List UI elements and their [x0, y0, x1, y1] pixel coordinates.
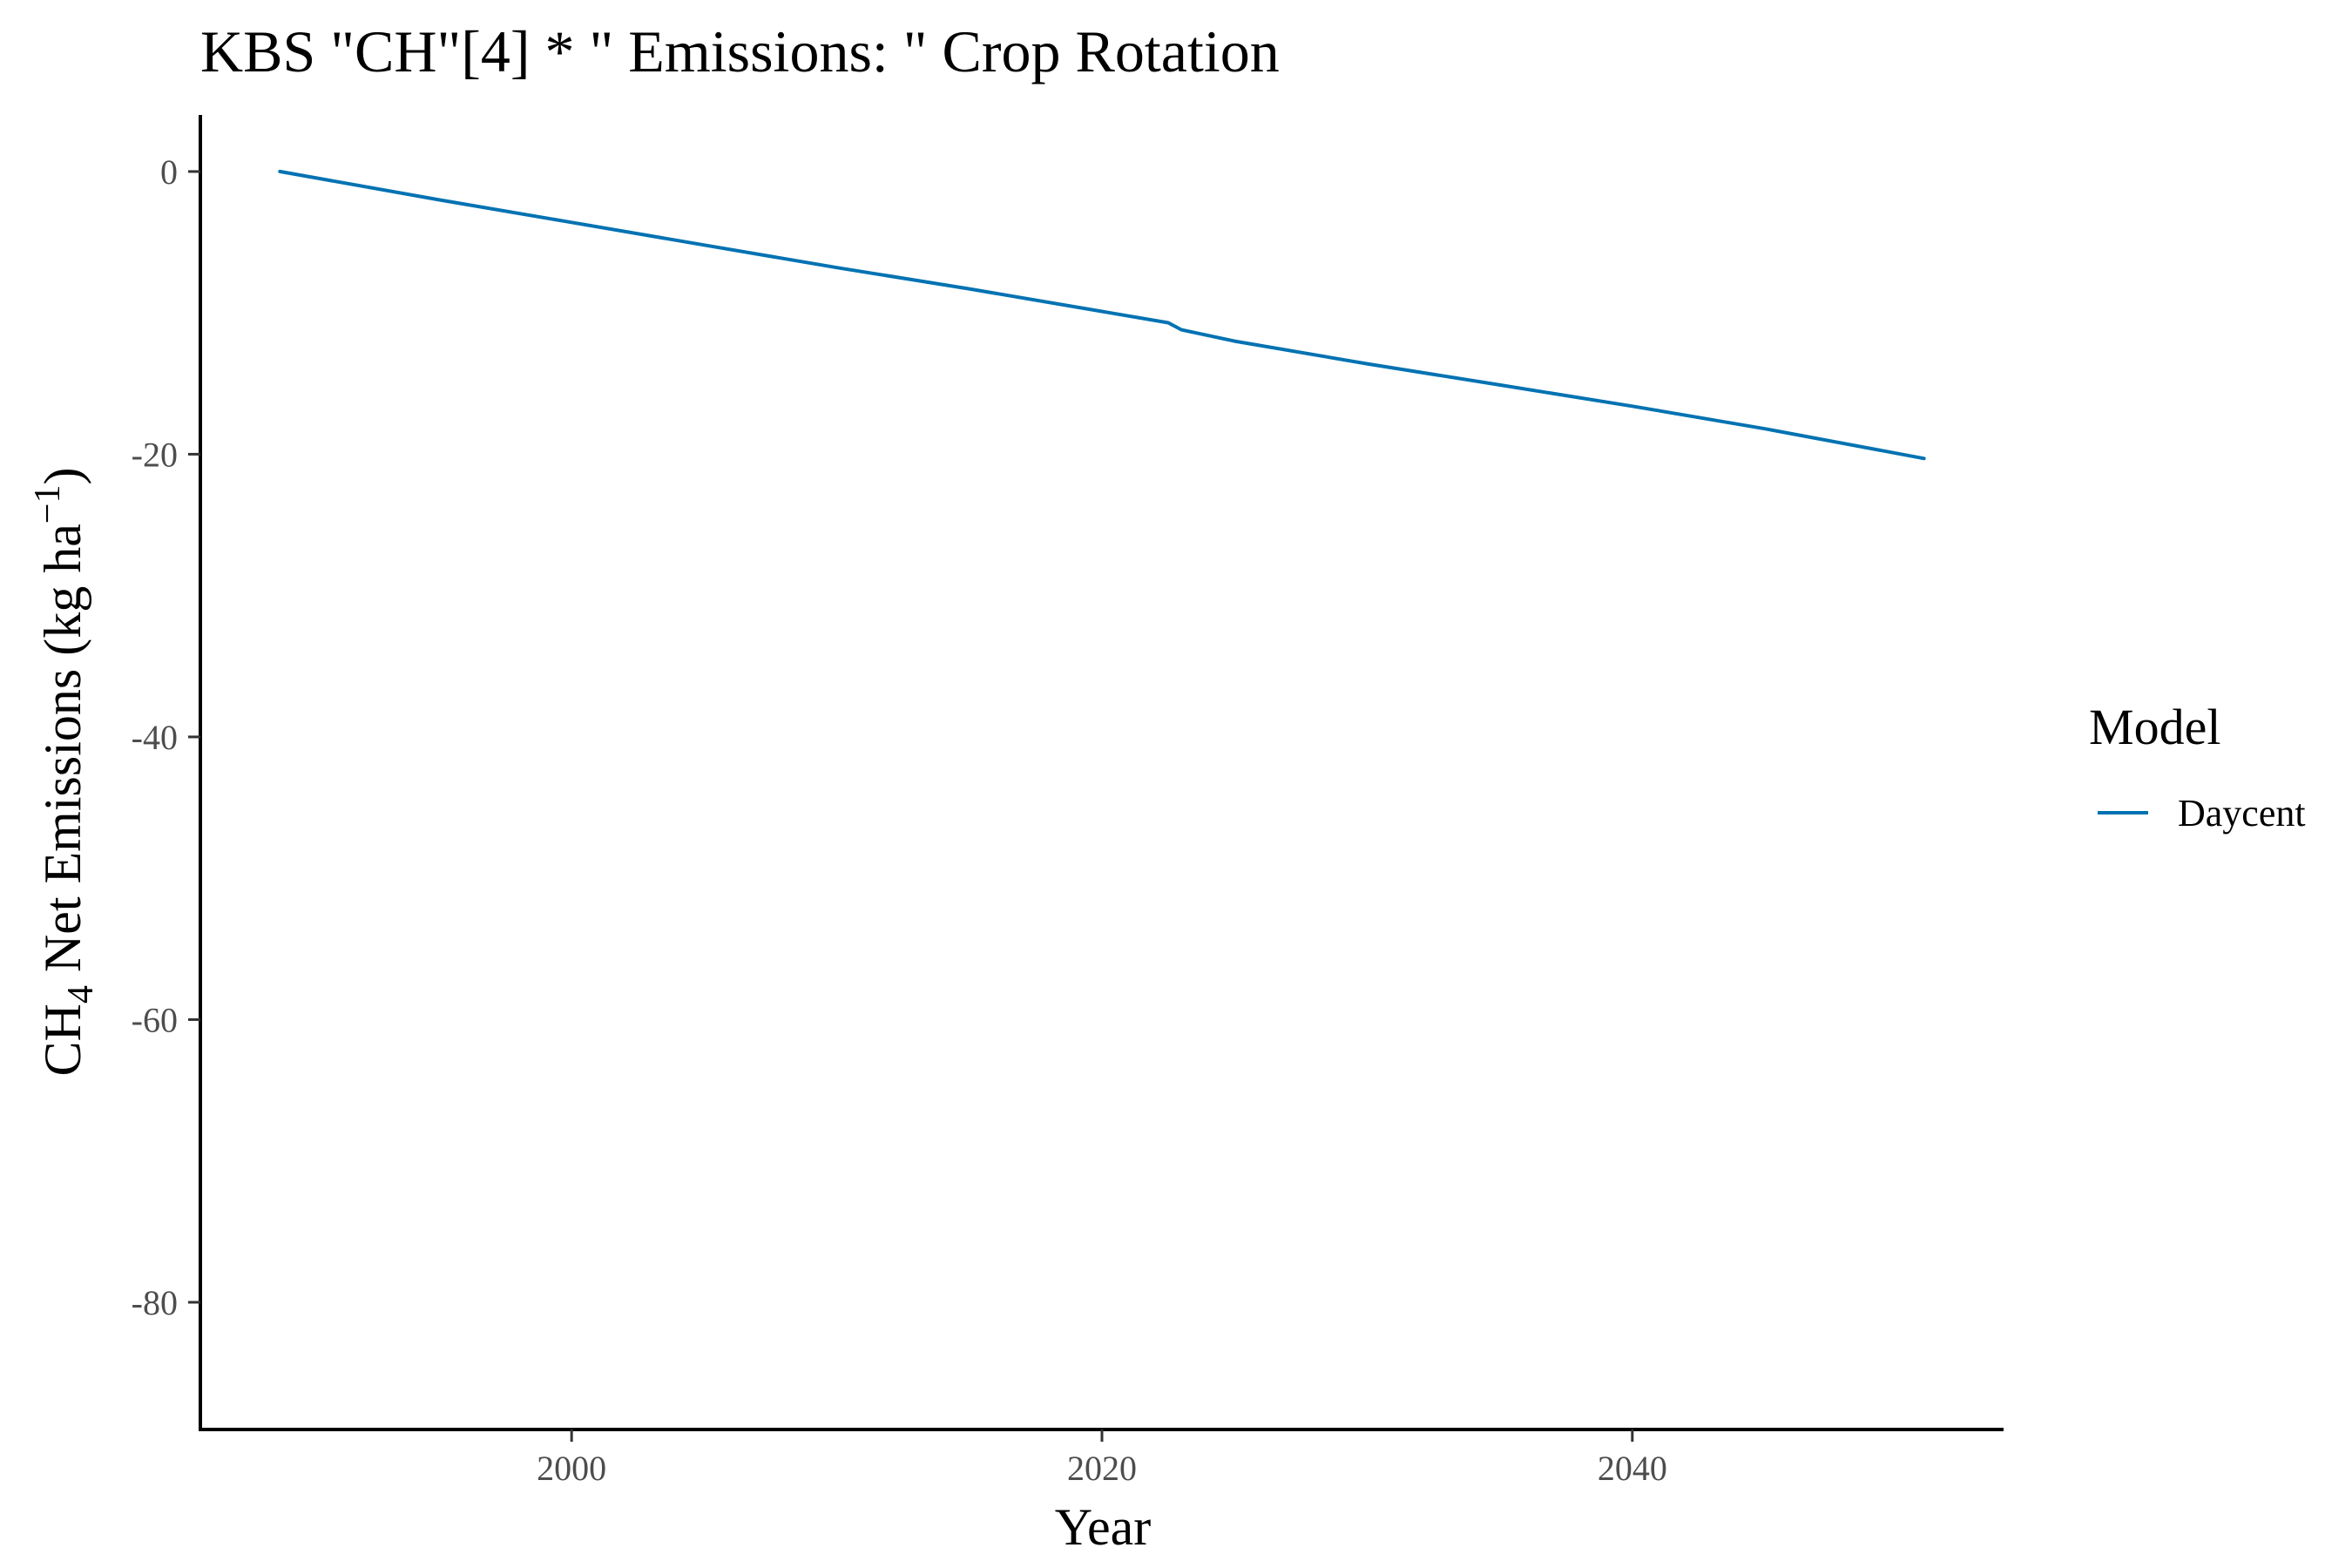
legend-title: Model	[2089, 699, 2220, 755]
x-tick-label-2000: 2000	[537, 1449, 606, 1488]
y-tick-label-0: 0	[160, 152, 178, 192]
legend-label-daycent: Daycent	[2178, 792, 2306, 835]
y-axis-title-prefix: CH	[34, 1004, 91, 1076]
plot-area	[278, 169, 1926, 461]
y-axis-ticks: 0 -20 -40 -60 -80	[132, 152, 200, 1322]
legend: Model Daycent	[2089, 699, 2306, 835]
y-axis-title-middle: Net Emissions (kg ha	[34, 524, 91, 985]
x-tick-label-2020: 2020	[1067, 1449, 1137, 1488]
y-tick-label--60: -60	[132, 1000, 178, 1039]
y-tick-label--80: -80	[132, 1283, 178, 1322]
x-tick-label-2040: 2040	[1598, 1449, 1667, 1488]
y-tick-label--40: -40	[132, 718, 178, 757]
y-axis-title-subscript: 4	[61, 985, 101, 1004]
y-axis-title: CH4 Net Emissions (kg ha−1)	[28, 468, 101, 1077]
chart-title: KBS "CH"[4] * " Emissions: " Crop Rotati…	[200, 18, 1280, 84]
x-axis-title: Year	[1055, 1498, 1152, 1556]
y-axis-title-suffix: )	[34, 468, 91, 485]
series-line-daycent	[278, 169, 1926, 461]
x-axis-ticks: 2000 2020 2040	[537, 1429, 1667, 1488]
y-axis-title-superscript: −1	[28, 484, 68, 524]
y-tick-label--20: -20	[132, 435, 178, 474]
